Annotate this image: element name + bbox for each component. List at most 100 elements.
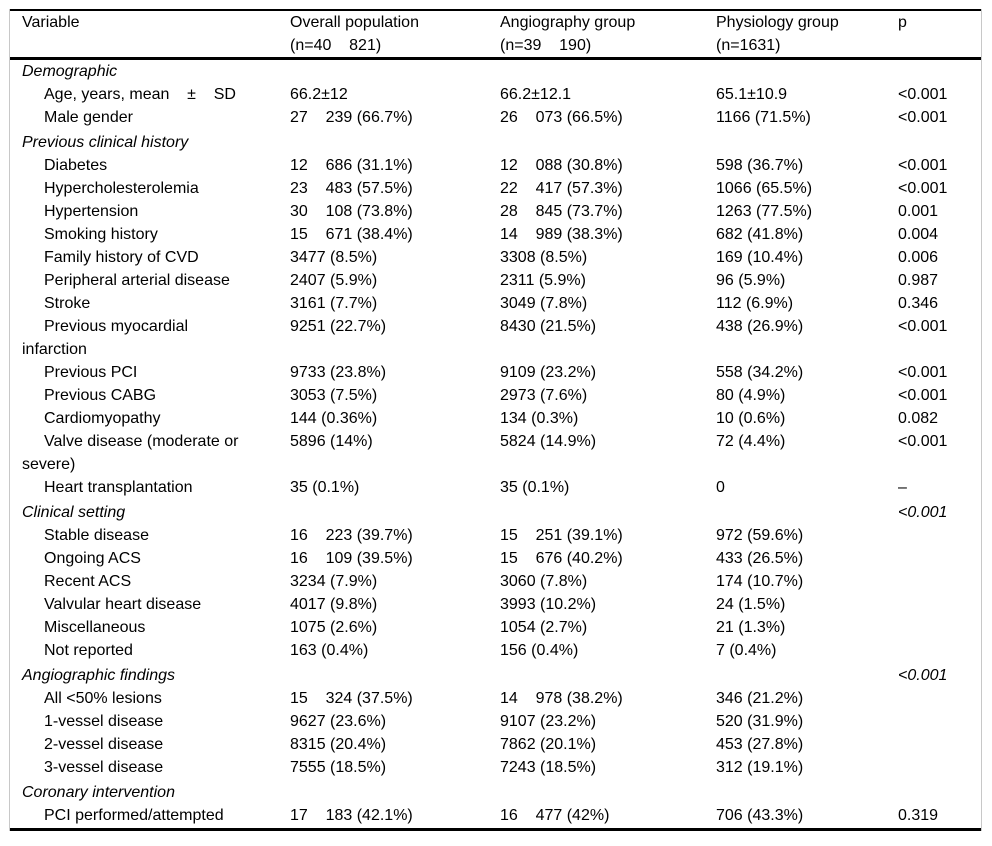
cell-p [898,710,981,733]
cell-angiography [500,129,716,154]
cell-physiology: 7 (0.4%) [716,642,777,659]
row-label: Previous myocardial infarction [22,318,189,358]
cell-angiography: 26 073 (66.5%) [500,109,623,126]
cell-physiology: 24 (1.5%) [716,596,786,613]
cell-p [898,779,981,804]
cell-physiology: 10 (0.6%) [716,410,786,427]
cell-p: <0.001 [898,364,948,381]
cell-overall: 5896 (14%) [290,433,373,450]
row-label: Not reported [44,642,133,659]
cell-p [898,59,981,84]
data-row: Previous CABG 3053 (7.5%) 2973 (7.6%) 80 (4… [10,384,981,407]
column-header-physiology-group: Physiology group (n=1631) [716,9,898,60]
cell-overall: 9251 (22.7%) [290,318,387,335]
cell-p [898,756,981,779]
data-row: Hypercholesterolemia 23 483 (57.5%) 22 417… [10,177,981,200]
cell-p: <0.001 [898,180,948,197]
cell-angiography [500,662,716,687]
data-row: Smoking history 15 671 (38.4%) 14 989 (38.… [10,223,981,246]
data-row: Stable disease 16 223 (39.7%) 15 251 (39.1… [10,524,981,547]
cell-angiography: 1054 (2.7%) [500,619,588,636]
data-row: Not reported 163 (0.4%) 156 (0.4%) 7 (0.4%) [10,639,981,662]
row-label: Previous PCI [44,364,138,381]
cell-angiography: 3049 (7.8%) [500,295,588,312]
data-row: PCI performed/attempted 17 183 (42.1%) 16 … [10,804,981,830]
data-row: Heart transplantation 35 (0.1%) 35 (0.1%) 0… [10,476,981,499]
data-row: Hypertension 30 108 (73.8%) 28 845 (73.7%)… [10,200,981,223]
cell-overall: 15 324 (37.5%) [290,690,413,707]
row-label: Stable disease [44,527,149,544]
cell-angiography: 3060 (7.8%) [500,573,588,590]
row-label: Ongoing ACS [44,550,141,567]
cell-overall: 30 108 (73.8%) [290,203,413,220]
cell-overall: 12 686 (31.1%) [290,157,413,174]
cell-p: <0.001 [898,109,948,126]
section-row: Demographic [10,59,981,84]
cell-angiography: 5824 (14.9%) [500,433,597,450]
row-label: Recent ACS [44,573,132,590]
cell-p: – [898,479,907,496]
cell-angiography: 3993 (10.2%) [500,596,597,613]
row-label: Valvular heart disease [44,596,202,613]
cell-physiology: 312 (19.1%) [716,759,804,776]
cell-angiography: 28 845 (73.7%) [500,203,623,220]
data-row: Recent ACS 3234 (7.9%) 3060 (7.8%) 174 (10.… [10,570,981,593]
cell-p [898,616,981,639]
table-body: Demographic Age, years, mean ± SD 66.2±12 6… [10,59,981,830]
column-header-p-value: p [898,9,981,60]
cell-physiology: 598 (36.7%) [716,157,804,174]
data-row: Valvular heart disease 4017 (9.8%) 3993 (1… [10,593,981,616]
cell-p: <0.001 [898,157,948,174]
cell-angiography: 35 (0.1%) [500,479,570,496]
cell-angiography [500,499,716,524]
cell-p: <0.001 [898,86,948,103]
row-label: Angiographic findings [22,667,175,684]
cell-angiography: 7862 (20.1%) [500,736,597,753]
row-label: Cardiomyopathy [44,410,161,427]
cell-p: <0.001 [898,504,948,521]
row-label: Previous clinical history [22,134,189,151]
row-label: Heart transplantation [44,479,193,496]
cell-p [898,524,981,547]
cell-overall [290,129,500,154]
row-label: Miscellaneous [44,619,146,636]
cell-overall [290,59,500,84]
row-label: 1-vessel disease [44,713,164,730]
data-row: 3-vessel disease 7555 (18.5%) 7243 (18.5%)… [10,756,981,779]
cell-physiology: 520 (31.9%) [716,713,804,730]
row-label: Previous CABG [44,387,157,404]
cell-physiology: 174 (10.7%) [716,573,804,590]
cell-physiology: 21 (1.3%) [716,619,786,636]
cell-p: <0.001 [898,667,948,684]
column-header-angiography-group: Angiography group (n=39 190) [500,9,716,60]
cell-angiography: 15 676 (40.2%) [500,550,623,567]
cell-p [898,129,981,154]
cell-overall: 9733 (23.8%) [290,364,387,381]
cell-overall [290,662,500,687]
cell-angiography: 156 (0.4%) [500,642,579,659]
row-label: Coronary intervention [22,784,175,801]
cell-physiology [716,499,898,524]
cell-overall [290,779,500,804]
data-row: Cardiomyopathy 144 (0.36%) 134 (0.3%) 10 (0… [10,407,981,430]
cell-overall: 3053 (7.5%) [290,387,378,404]
header-row: Variable Overall population (n=40 821) A… [10,9,981,60]
cell-overall: 7555 (18.5%) [290,759,387,776]
cell-p: 0.082 [898,410,939,427]
cell-angiography: 9109 (23.2%) [500,364,597,381]
data-row: Stroke 3161 (7.7%) 3049 (7.8%) 112 (6.9%) 0.… [10,292,981,315]
cell-overall: 15 671 (38.4%) [290,226,413,243]
cell-angiography: 8430 (21.5%) [500,318,597,335]
cell-overall: 16 109 (39.5%) [290,550,413,567]
cell-physiology: 706 (43.3%) [716,807,804,824]
cell-p: 0.006 [898,249,939,266]
cell-p: <0.001 [898,318,948,335]
row-label: Hypertension [44,203,139,220]
cell-angiography [500,779,716,804]
row-label: Smoking history [44,226,158,243]
cell-overall: 17 183 (42.1%) [290,807,413,824]
cell-physiology: 433 (26.5%) [716,550,804,567]
cell-p: 0.001 [898,203,939,220]
row-label: Stroke [44,295,91,312]
cell-physiology: 80 (4.9%) [716,387,786,404]
